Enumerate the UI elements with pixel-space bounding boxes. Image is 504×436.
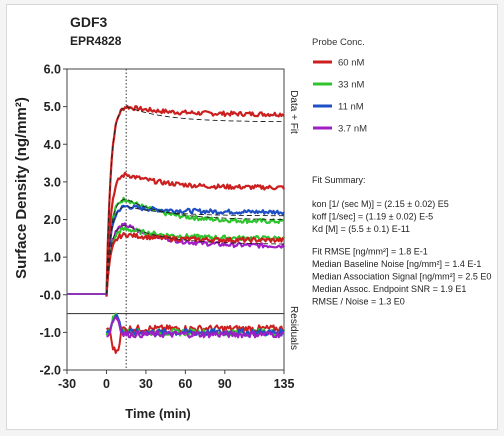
y-tick-label: -1.0: [39, 326, 61, 340]
legend-label: 33 nM: [338, 80, 364, 91]
chart-subtitle: EPR4828: [70, 34, 122, 48]
x-tick-label: 135: [274, 377, 295, 391]
x-axis-label: Time (min): [125, 406, 191, 421]
y-tick-label: 5.0: [44, 100, 61, 114]
y-tick-label: 4.0: [44, 138, 61, 152]
fit-summary-line: Fit RMSE [ng/mm²] = 1.8 E-1: [312, 247, 428, 257]
y-tick-label: 6.0: [44, 63, 61, 77]
fit-line-33nM: [106, 198, 284, 295]
fit-summary-line: Median Assoc. Endpoint SNR = 1.9 E1: [312, 284, 466, 294]
top-panel-frame: [66, 68, 285, 315]
x-tick-label: 30: [139, 377, 153, 391]
series-trace-60nM: [105, 105, 285, 295]
fit-summary-line: koff [1/sec] = (1.19 ± 0.02) E-5: [312, 212, 433, 222]
fit-summary-line: kon [1/ (sec M)] = (2.15 ± 0.02) E5: [312, 199, 449, 209]
series-trace-extra-6: [105, 232, 285, 295]
chart-frame: [6, 4, 498, 430]
y-tick-label: 3.0: [44, 175, 61, 189]
legend: 60 nM 33 nM 11 nM 3.7 nM: [313, 58, 367, 135]
panel-label-residuals: Residuals: [288, 306, 299, 350]
x-tick-label: -30: [58, 377, 76, 391]
y-tick-label: 2.0: [44, 213, 61, 227]
fit-summary-line: Median Baseline Noise [ng/mm²] = 1.4 E-1: [312, 259, 481, 269]
x-tick-label: 90: [218, 377, 232, 391]
y-axis-label: Surface Density (ng/mm²): [13, 97, 30, 279]
plot-area: 6.0 5.0 4.0 3.0 2.0 1.0 -0.0 -1.0 -2.0-30 0 30 60 90…: [39, 63, 294, 392]
chart-title: GDF3: [70, 14, 108, 30]
x-tick-label: 60: [178, 377, 192, 391]
y-tick-label: -0.0: [39, 288, 61, 302]
fit-line-60nM: [106, 106, 284, 295]
fit-summary: Fit Summary: kon [1/ (sec M)] = (2.15 ± 0…: [312, 175, 491, 307]
series-trace-extra-4: [105, 171, 285, 297]
y-tick-label: 1.0: [44, 251, 61, 265]
legend-label: 11 nM: [338, 102, 364, 113]
series-trace-11nM: [105, 204, 285, 296]
fit-line-3.7nM: [106, 224, 285, 295]
fit-line-11nM: [106, 205, 284, 295]
y-tick-label: -2.0: [39, 364, 61, 378]
fit-summary-line: Median Association Signal [ng/mm²] = 2.5…: [312, 272, 491, 282]
legend-label: 3.7 nM: [338, 124, 367, 135]
fit-summary-heading: Fit Summary:: [312, 175, 366, 185]
fit-summary-line: RMSE / Noise = 1.3 E0: [312, 297, 405, 307]
x-tick-label: 0: [103, 377, 110, 391]
residual-panel-frame: [66, 313, 285, 371]
fit-summary-line: Kd [M] = (5.5 ± 0.1) E-11: [312, 224, 410, 234]
legend-label: 60 nM: [338, 58, 364, 69]
legend-title: Probe Conc.: [312, 37, 365, 48]
panel-label-data-fit: Data + Fit: [288, 90, 299, 134]
residual-trace-3.7nM: [106, 316, 285, 339]
series-trace-33nM: [105, 196, 285, 295]
